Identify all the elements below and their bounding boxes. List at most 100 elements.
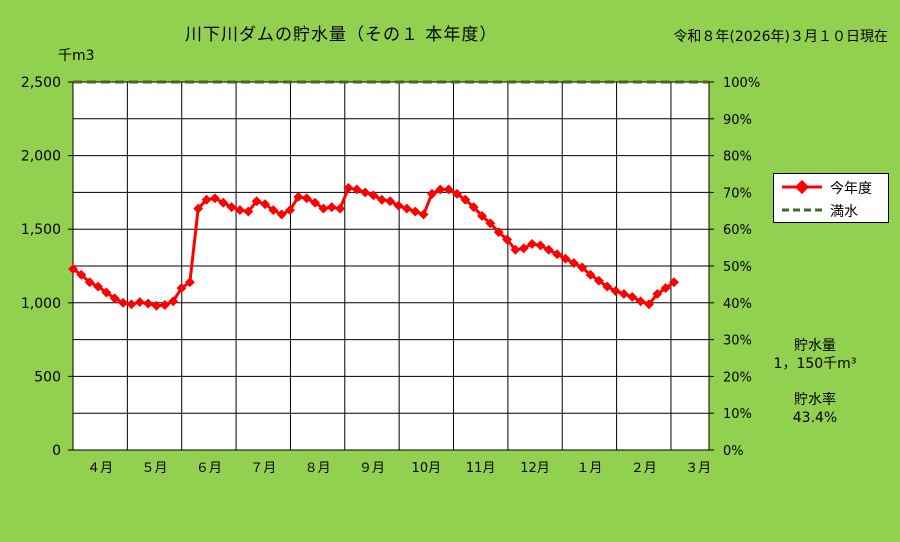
data-point — [251, 196, 262, 207]
data-point — [443, 184, 454, 195]
data-point — [184, 277, 195, 288]
data-point — [568, 258, 579, 269]
data-point — [134, 297, 145, 308]
series-current-year-markers — [68, 183, 679, 311]
x-tick-label: ８月 — [305, 461, 331, 476]
y-tick-label: 0 — [52, 443, 61, 459]
vertical-gridlines — [126, 82, 672, 450]
data-point — [510, 244, 521, 255]
data-point — [635, 296, 646, 307]
legend-swatch-current — [782, 179, 822, 195]
y2-axis-ticks: 0% 10% 20% 30% 40% 50% 60% 70% 80% 90% 100% — [709, 76, 760, 459]
x-axis-ticks: ４月 ５月 ６月 ７月 ８月 ９月 10月 11月 12月 １月 ２月 ３月 — [87, 461, 711, 476]
y2-tick-label: 80% — [723, 150, 752, 165]
data-point — [460, 194, 471, 205]
data-point — [318, 203, 329, 214]
data-point — [401, 203, 412, 214]
data-point — [410, 206, 421, 217]
data-point — [385, 196, 396, 207]
y2-tick-label: 70% — [723, 186, 752, 201]
data-point — [343, 183, 354, 193]
data-point — [485, 218, 496, 229]
data-point — [644, 299, 654, 310]
data-point — [335, 203, 346, 214]
storage-value: 1，150千m³ — [773, 356, 857, 372]
storage-info: 貯水量 1，150千m³ 貯水率 43.4% — [740, 337, 890, 427]
data-point — [126, 299, 137, 310]
data-point — [168, 296, 179, 307]
data-point — [602, 281, 613, 292]
y-axis-ticks: 0 500 1,000 1,500 2,000 2,500 — [21, 75, 73, 459]
y2-tick-label: 90% — [723, 113, 752, 128]
x-tick-label: ５月 — [142, 461, 168, 476]
data-point — [159, 300, 170, 310]
data-point — [493, 227, 504, 238]
x-tick-label: ４月 — [87, 461, 113, 476]
data-point — [218, 197, 229, 208]
data-point — [552, 249, 563, 260]
data-point — [435, 184, 446, 195]
data-point — [285, 205, 295, 216]
y-axis-unit: 千m3 — [58, 48, 95, 64]
y-tick-label: 500 — [34, 369, 61, 385]
data-point — [502, 234, 513, 245]
data-point — [368, 190, 379, 201]
data-point — [209, 193, 220, 204]
as-of-date: 令和８年(2026年)３月１０日現在 — [673, 29, 888, 45]
data-point — [351, 184, 362, 195]
y2-tick-label: 50% — [723, 260, 752, 275]
y-tick-label: 1,500 — [21, 222, 61, 238]
data-point — [543, 244, 554, 255]
y2-tick-label: 40% — [723, 297, 752, 312]
legend-item-full: 満水 — [780, 200, 886, 220]
legend-label-full: 満水 — [830, 204, 858, 220]
data-point — [376, 194, 387, 205]
x-tick-label: ６月 — [196, 461, 222, 476]
x-tick-label: １月 — [576, 461, 602, 476]
data-point — [268, 205, 279, 216]
y2-tick-label: 100% — [723, 76, 760, 91]
y-tick-label: 2,000 — [21, 149, 61, 165]
x-tick-label: 12月 — [520, 461, 550, 476]
data-point — [234, 205, 245, 216]
y-tick-label: 1,000 — [21, 296, 61, 312]
data-point — [226, 202, 237, 213]
data-point — [326, 202, 337, 213]
chart-title: 川下川ダムの貯水量（その１ 本年度） — [185, 25, 498, 45]
horizontal-gridlines — [73, 118, 709, 414]
x-tick-label: ２月 — [631, 461, 657, 476]
legend-item-current: 今年度 — [780, 177, 886, 197]
data-point — [577, 262, 588, 273]
data-point — [260, 199, 270, 210]
rate-label: 貯水率 — [794, 392, 836, 408]
data-point — [660, 283, 671, 294]
y2-tick-label: 60% — [723, 223, 752, 238]
data-point — [527, 238, 538, 249]
data-point — [243, 206, 254, 217]
data-point — [143, 298, 154, 309]
data-point — [151, 300, 162, 311]
y-tick-label: 2,500 — [21, 75, 61, 91]
data-point — [193, 203, 204, 214]
data-point — [627, 291, 638, 302]
legend-label-current: 今年度 — [830, 181, 872, 197]
data-point — [610, 286, 621, 296]
data-point — [468, 202, 479, 213]
data-point — [201, 194, 212, 205]
x-tick-label: ９月 — [359, 461, 385, 476]
y2-tick-label: 20% — [723, 370, 752, 385]
data-point — [585, 269, 596, 280]
data-point — [669, 277, 679, 288]
rate-value: 43.4% — [792, 410, 838, 426]
data-point — [418, 209, 429, 220]
x-tick-label: 10月 — [412, 461, 442, 476]
storage-label: 貯水量 — [794, 338, 836, 354]
data-point — [360, 187, 371, 198]
x-tick-label: 11月 — [466, 461, 496, 476]
data-point — [618, 289, 629, 299]
y2-tick-label: 30% — [723, 334, 752, 349]
data-point — [593, 275, 604, 286]
legend: 今年度 満水 — [773, 173, 889, 223]
